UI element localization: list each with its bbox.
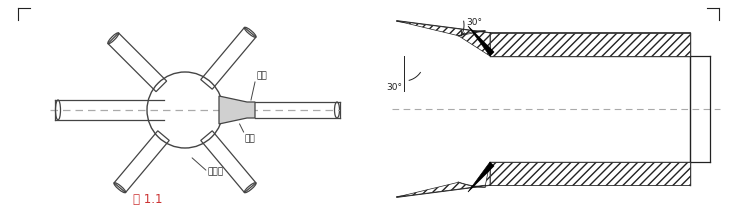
Polygon shape xyxy=(468,162,494,192)
Text: 30°: 30° xyxy=(466,19,482,27)
Text: 套管: 套管 xyxy=(257,71,268,80)
Text: 30°: 30° xyxy=(386,83,402,92)
Polygon shape xyxy=(490,162,690,185)
Text: 空心球: 空心球 xyxy=(208,167,224,177)
Polygon shape xyxy=(490,33,690,56)
Polygon shape xyxy=(219,96,255,124)
Text: 钢管: 钢管 xyxy=(245,134,255,143)
Polygon shape xyxy=(397,21,490,56)
Text: 图 1.1: 图 1.1 xyxy=(133,193,163,206)
Polygon shape xyxy=(397,162,490,197)
Polygon shape xyxy=(468,26,494,56)
